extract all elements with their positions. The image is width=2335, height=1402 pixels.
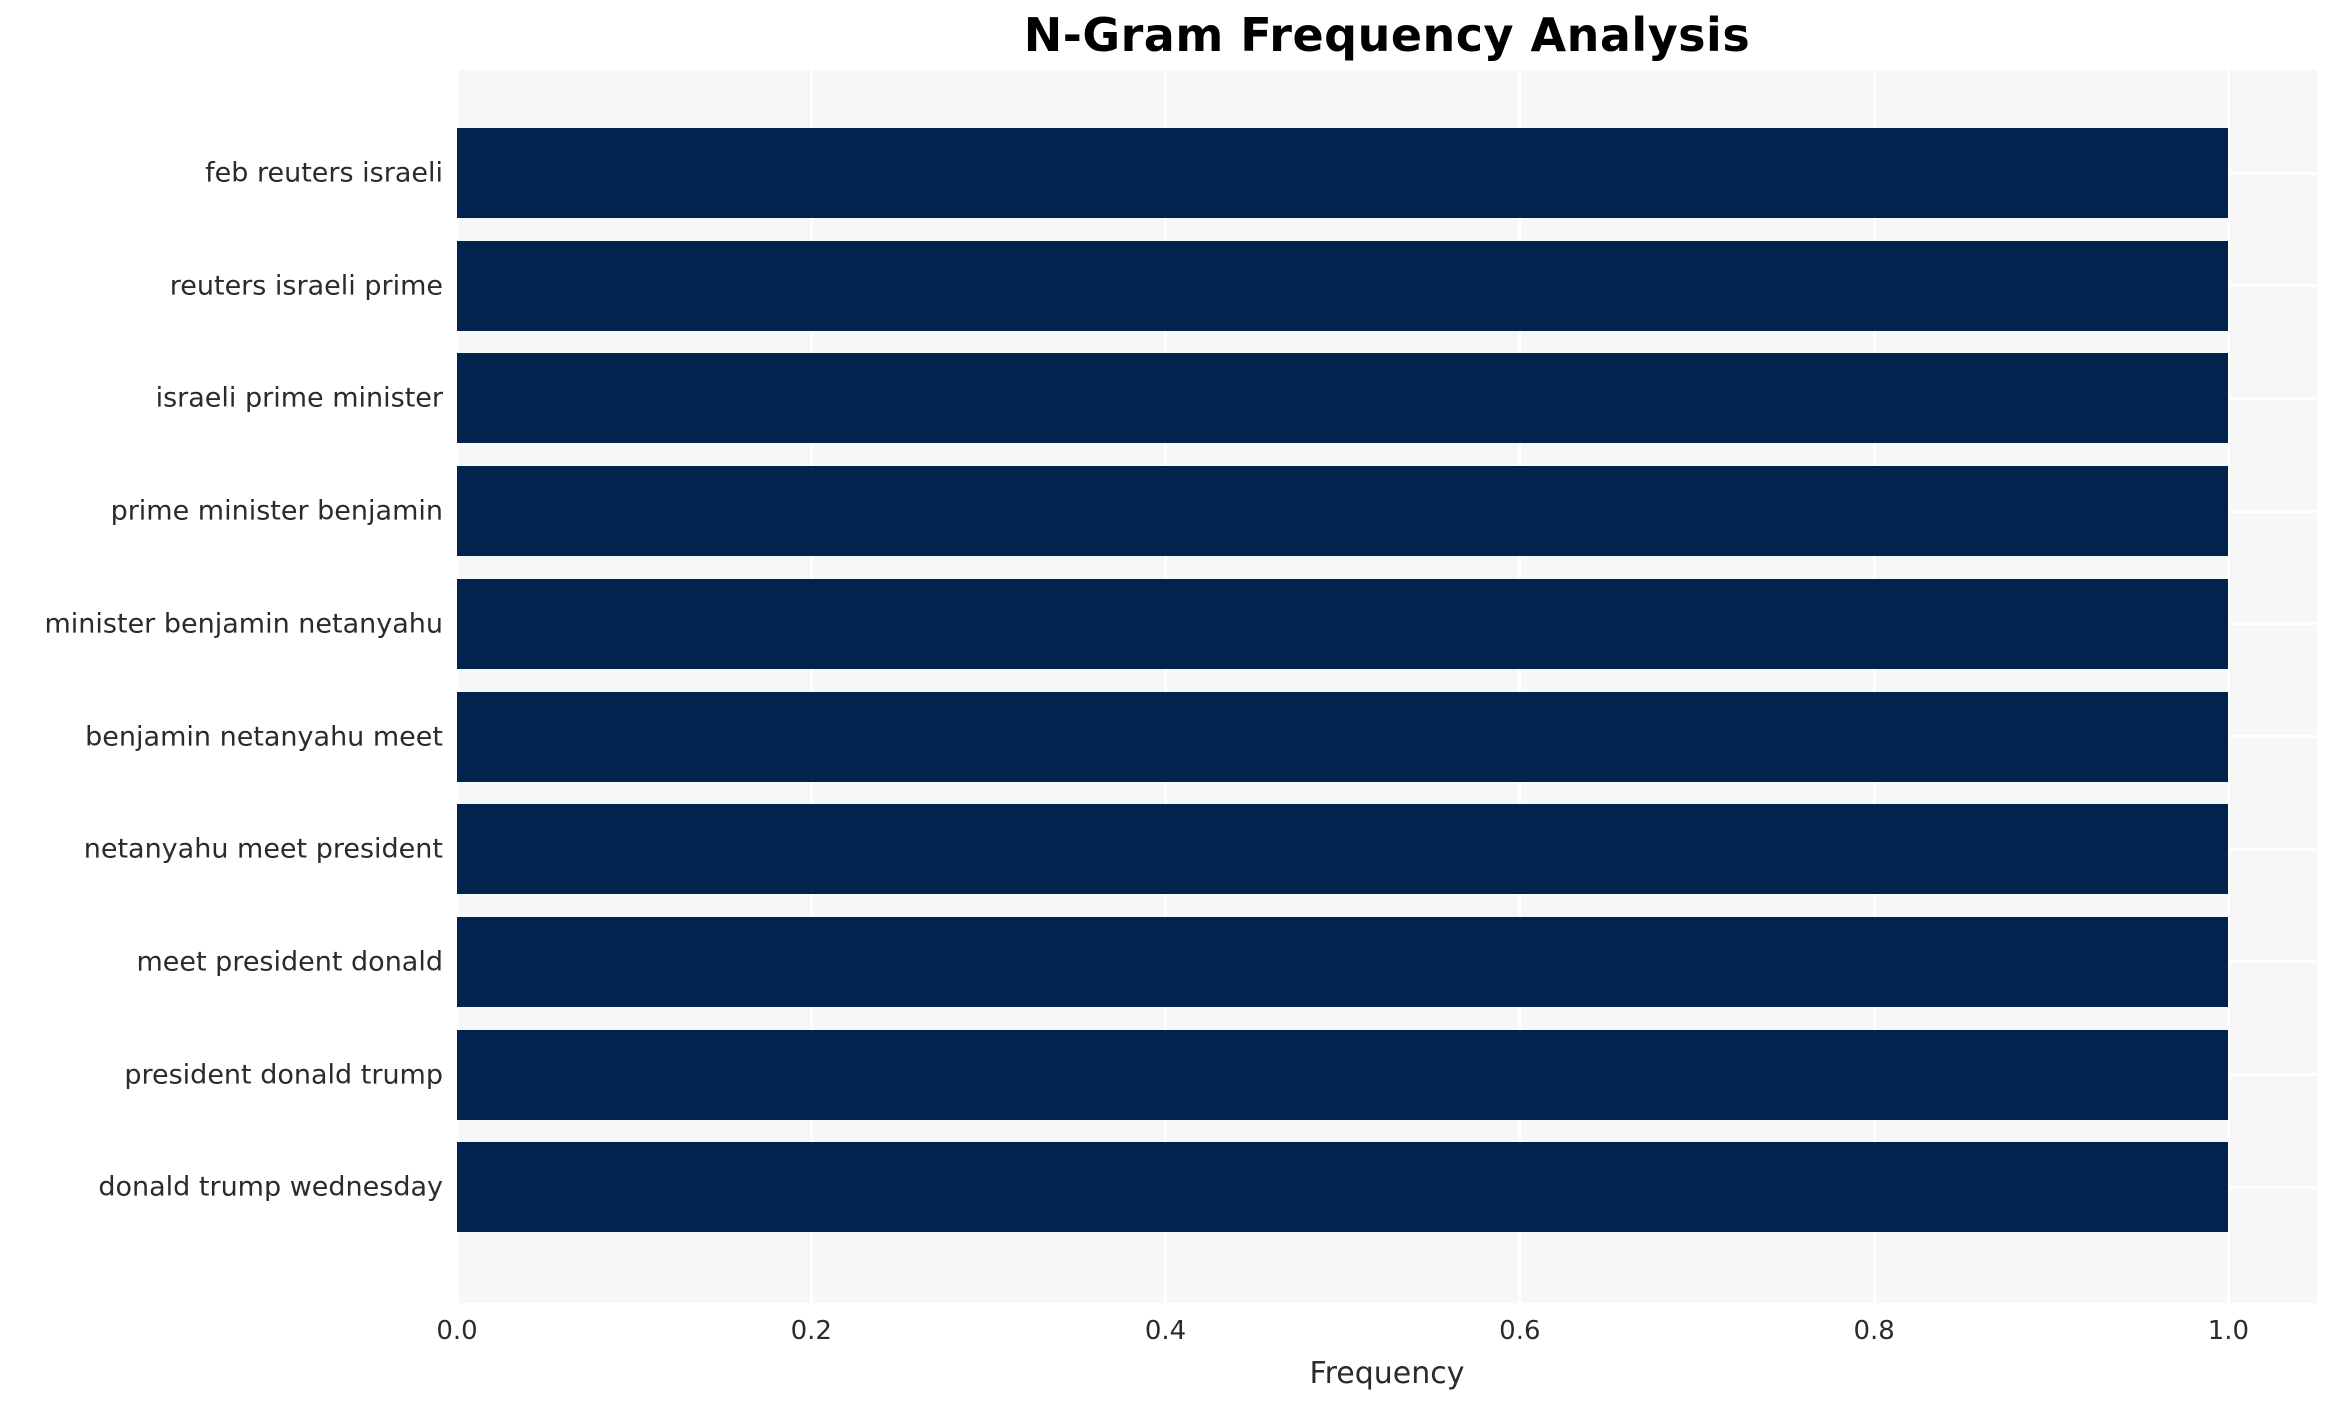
v-gridline — [455, 70, 459, 1303]
x-tick-label: 0.8 — [1853, 1316, 1895, 1346]
bar — [457, 353, 2229, 444]
y-axis-label: feb reuters israeli — [205, 157, 443, 189]
v-gridline — [2226, 70, 2230, 1303]
y-axis-label: meet president donald — [136, 946, 443, 978]
y-axis-label: netanyahu meet president — [83, 833, 443, 865]
x-tick-label: 1.0 — [2207, 1316, 2250, 1346]
bar — [457, 691, 2229, 782]
v-gridline — [1872, 70, 1876, 1303]
v-gridline — [1518, 70, 1522, 1303]
y-axis-labels: feb reuters israeli reuters israeli prime… — [0, 0, 444, 1402]
bar — [457, 1029, 2229, 1120]
v-gridline — [1164, 70, 1168, 1303]
y-axis-label: president donald trump — [124, 1059, 443, 1091]
bar — [457, 916, 2229, 1007]
x-tick-label: 0.0 — [436, 1316, 478, 1346]
x-tick-label: 0.6 — [1499, 1316, 1541, 1346]
y-axis-label: minister benjamin netanyahu — [44, 608, 444, 640]
v-gridline — [809, 70, 813, 1303]
bar — [457, 128, 2229, 218]
y-axis-label: benjamin netanyahu meet — [85, 721, 443, 752]
plot-area — [455, 70, 2317, 1303]
x-tick-label: 0.2 — [790, 1316, 832, 1346]
x-tick-label: 0.4 — [1144, 1316, 1187, 1346]
y-axis-label: prime minister benjamin — [110, 495, 443, 527]
chart-title: N-Gram Frequency Analysis — [1023, 8, 1751, 62]
y-axis-label: donald trump wednesday — [98, 1171, 443, 1203]
bar — [457, 578, 2229, 669]
bar — [457, 466, 2229, 557]
x-axis-label: Frequency — [1309, 1356, 1465, 1391]
bar — [457, 1142, 2229, 1233]
bar — [457, 240, 2229, 331]
y-axis-label: israeli prime minister — [155, 382, 443, 414]
bar — [457, 804, 2229, 895]
y-axis-label: reuters israeli prime — [169, 270, 443, 302]
